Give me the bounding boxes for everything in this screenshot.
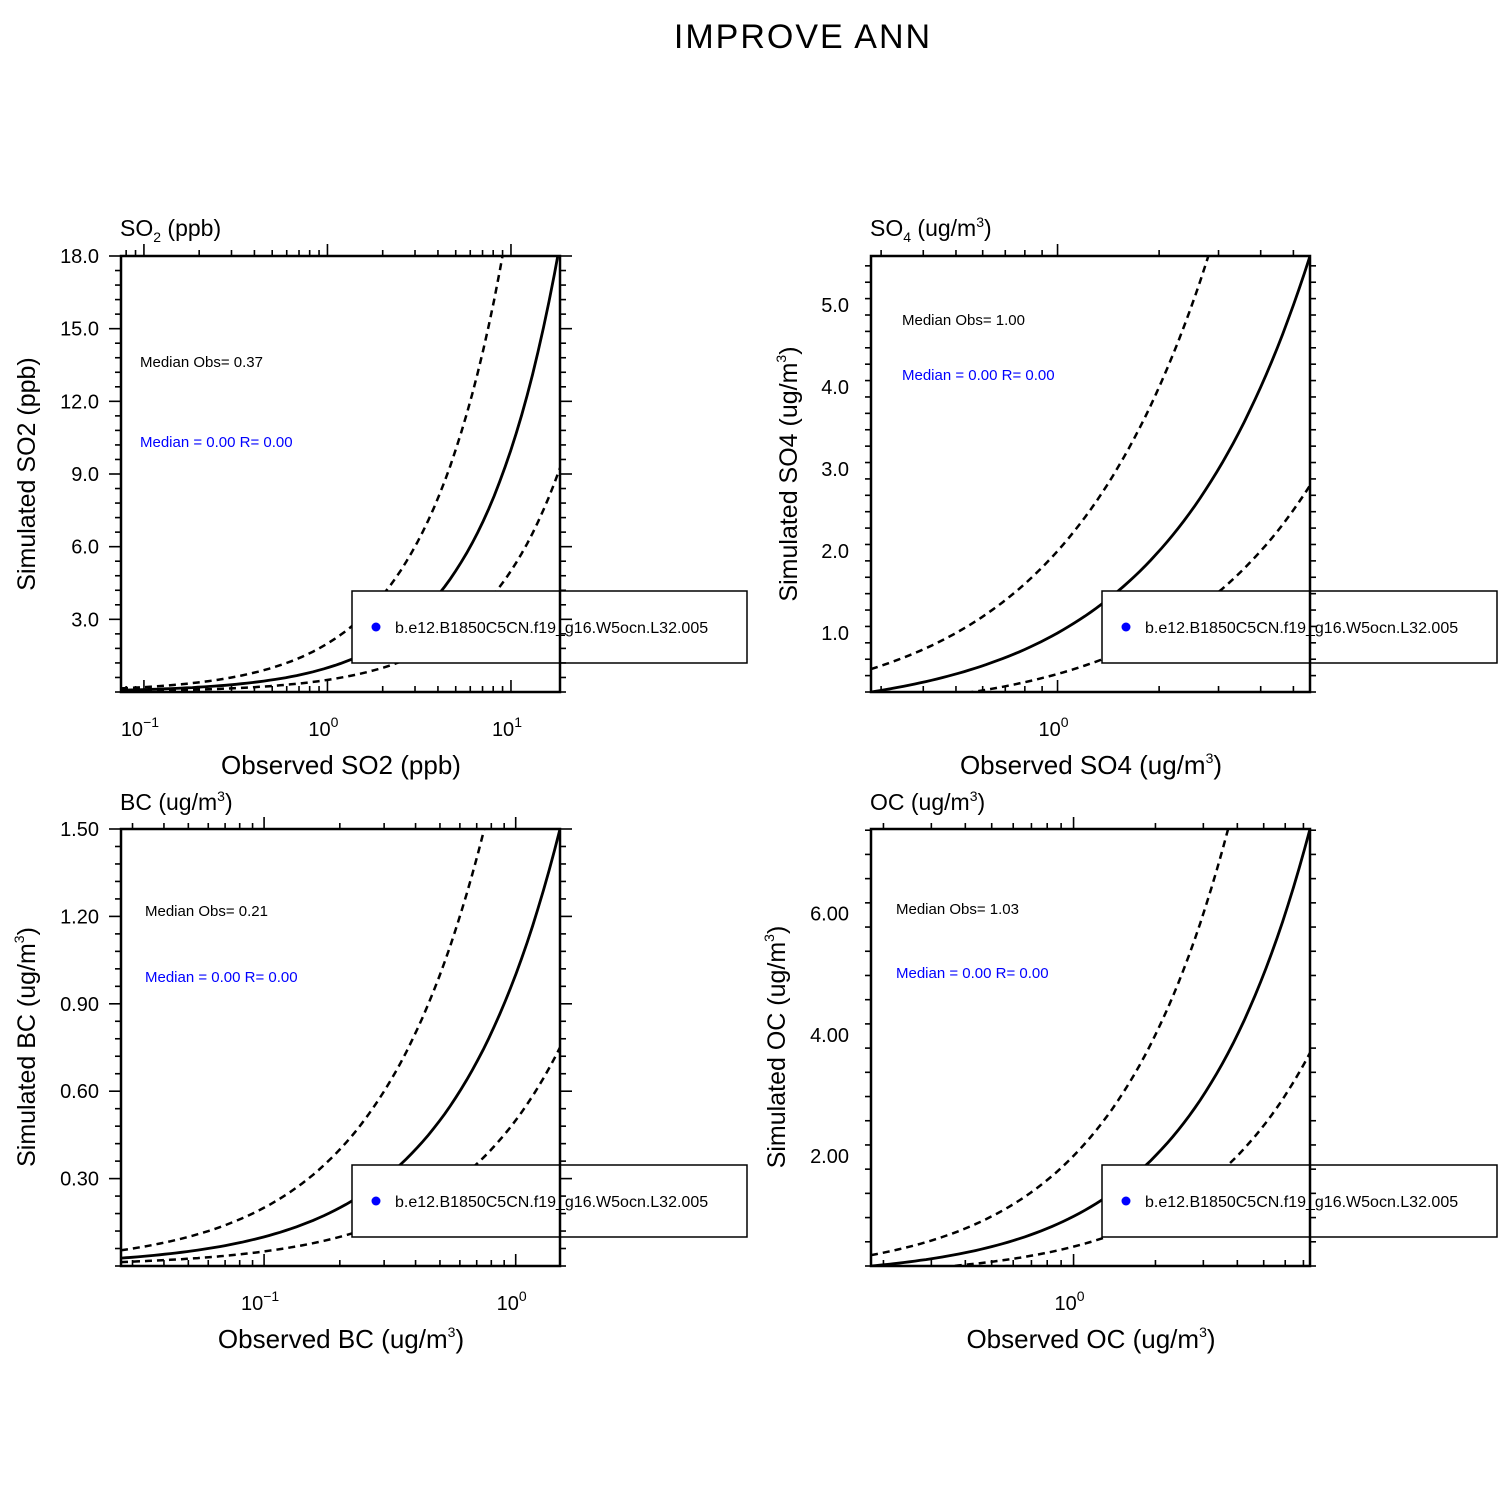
tick-marks [865, 817, 1316, 1267]
y-tick-label: 2.00 [810, 1146, 849, 1168]
y-tick-label: 5.0 [821, 295, 849, 317]
y-axis-label: Simulated OC (ug/m3) [761, 926, 791, 1169]
y-tick-label: 4.00 [810, 1025, 849, 1047]
factor-two-lower-line [938, 1052, 1310, 1266]
y-tick-label: 3.0 [71, 609, 99, 631]
median-model-annotation: Median = 0.00 R= 0.00 [902, 367, 1055, 384]
legend-label: b.e12.B1850C5CN.f19_g16.W5ocn.L32.005 [1145, 620, 1458, 637]
legend: b.e12.B1850C5CN.f19_g16.W5ocn.L32.005 [1101, 590, 1498, 664]
x-axis-label: Observed BC (ug/m3) [218, 1324, 464, 1354]
median-obs-annotation: Median Obs= 0.21 [145, 903, 268, 920]
legend: b.e12.B1850C5CN.f19_g16.W5ocn.L32.005 [1101, 1164, 1498, 1238]
x-axis-label: Observed SO2 (ppb) [221, 750, 461, 780]
y-axis-label: Simulated SO2 (ppb) [13, 357, 41, 590]
panel-oc: OC (ug/m3) Observed OC (ug/m3) Simulated… [761, 788, 1498, 1354]
median-model-annotation: Median = 0.00 R= 0.00 [896, 965, 1049, 982]
legend-label: b.e12.B1850C5CN.f19_g16.W5ocn.L32.005 [395, 1194, 708, 1211]
y-tick-label: 4.0 [821, 377, 849, 399]
panel-title: OC (ug/m3) [870, 788, 985, 815]
figure-title: IMPROVE ANN [674, 18, 932, 56]
x-tick-label: 101 [492, 714, 522, 741]
legend-box [1101, 1164, 1498, 1238]
factor-two-upper-line [121, 256, 504, 690]
tick-marks [109, 817, 572, 1267]
legend-label: b.e12.B1850C5CN.f19_g16.W5ocn.L32.005 [1145, 1194, 1458, 1211]
panel-title: SO2 (ppb) [120, 215, 221, 245]
panel-bc: BC (ug/m3) Observed BC (ug/m3) Simulated… [11, 788, 748, 1354]
x-axis-label: Observed OC (ug/m3) [966, 1324, 1215, 1354]
y-tick-label: 0.60 [60, 1081, 99, 1103]
median-model-annotation: Median = 0.00 R= 0.00 [145, 969, 298, 986]
y-tick-label: 15.0 [60, 319, 99, 341]
reference-lines [871, 829, 1310, 1266]
one-to-one-line [871, 829, 1310, 1266]
legend: b.e12.B1850C5CN.f19_g16.W5ocn.L32.005 [351, 590, 748, 664]
median-obs-annotation: Median Obs= 1.00 [902, 312, 1025, 329]
reference-lines [121, 256, 560, 692]
y-tick-label: 9.0 [71, 464, 99, 486]
legend: b.e12.B1850C5CN.f19_g16.W5ocn.L32.005 [351, 1164, 748, 1238]
y-tick-label: 18.0 [60, 246, 99, 268]
factor-two-lower-line [121, 1046, 560, 1264]
y-tick-label: 1.0 [821, 623, 849, 645]
legend-marker [1121, 622, 1131, 632]
y-axis-label: Simulated SO4 (ug/m3) [773, 346, 803, 601]
median-obs-annotation: Median Obs= 0.37 [140, 354, 263, 371]
x-tick-label: 100 [1055, 1288, 1085, 1315]
legend-box [1101, 590, 1498, 664]
tick-marks [109, 244, 572, 693]
factor-two-upper-line [121, 829, 486, 1252]
factor-two-upper-line [871, 256, 1210, 671]
x-tick-label: 10−1 [241, 1288, 279, 1315]
panel-title: BC (ug/m3) [120, 788, 233, 815]
x-axis-label: Observed SO4 (ug/m3) [960, 750, 1222, 780]
x-tick-label: 10−1 [121, 714, 159, 741]
one-to-one-line [121, 829, 560, 1260]
legend-box [351, 590, 748, 664]
legend-label: b.e12.B1850C5CN.f19_g16.W5ocn.L32.005 [395, 620, 708, 637]
y-tick-label: 1.50 [60, 819, 99, 841]
x-tick-label: 100 [497, 1288, 527, 1315]
y-tick-label: 1.20 [60, 906, 99, 928]
factor-two-upper-line [871, 829, 1230, 1257]
legend-marker [1121, 1196, 1131, 1206]
legend-marker [371, 1196, 381, 1206]
y-tick-label: 0.30 [60, 1169, 99, 1191]
legend-marker [371, 622, 381, 632]
y-tick-label: 3.0 [821, 459, 849, 481]
y-tick-label: 6.0 [71, 537, 99, 559]
one-to-one-line [871, 256, 1310, 692]
panel-title: SO4 (ug/m3) [870, 214, 992, 245]
median-obs-annotation: Median Obs= 1.03 [896, 901, 1019, 918]
y-axis-label: Simulated BC (ug/m3) [11, 927, 41, 1167]
panel-so2: SO2 (ppb) Observed SO2 (ppb) Simulated S… [13, 215, 748, 780]
one-to-one-line [121, 256, 560, 692]
legend-box [351, 1164, 748, 1238]
reference-lines [871, 256, 1310, 692]
x-tick-label: 100 [308, 714, 338, 741]
plot-frame [869, 254, 1312, 694]
median-model-annotation: Median = 0.00 R= 0.00 [140, 434, 293, 451]
y-tick-label: 2.0 [821, 541, 849, 563]
y-tick-label: 6.00 [810, 904, 849, 926]
reference-lines [121, 829, 560, 1264]
y-tick-label: 12.0 [60, 391, 99, 413]
tick-marks [865, 244, 1316, 693]
y-tick-label: 0.90 [60, 994, 99, 1016]
x-tick-label: 100 [1039, 714, 1069, 741]
panel-so4: SO4 (ug/m3) Observed SO4 (ug/m3) Simulat… [773, 214, 1498, 780]
